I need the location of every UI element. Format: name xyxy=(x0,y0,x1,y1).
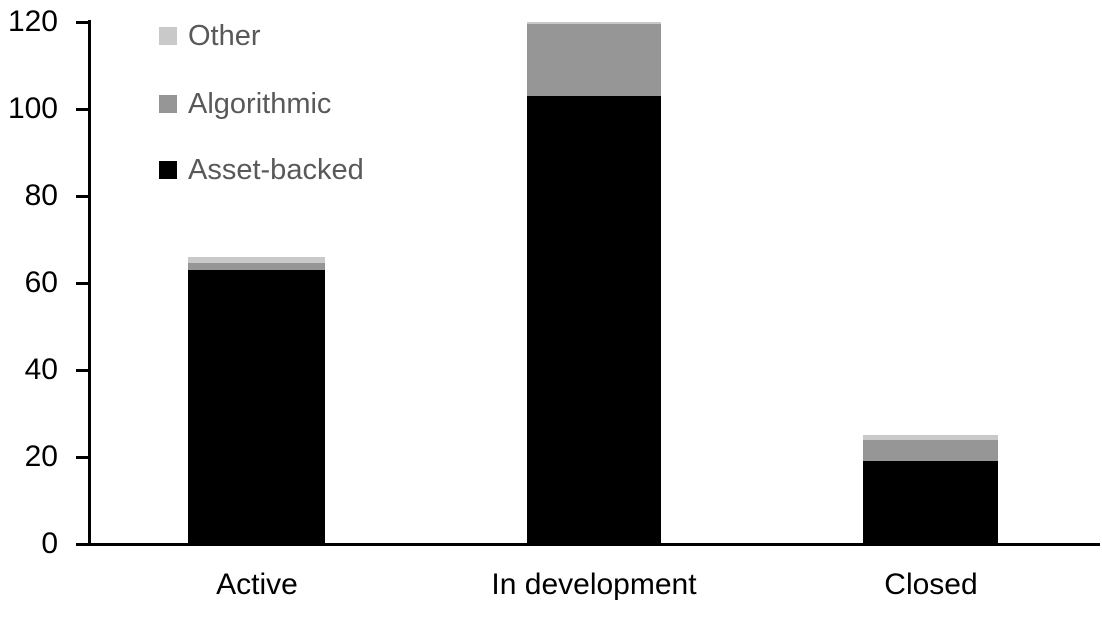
bar-segment-asset-backed-active xyxy=(188,269,325,544)
legend-item-algorithmic: Algorithmic xyxy=(159,89,331,118)
y-tick-mark-0 xyxy=(76,542,89,546)
bar-segment-other-closed xyxy=(863,435,998,440)
legend-swatch-asset-backed-icon xyxy=(159,161,177,179)
bar-segment-other-in-development xyxy=(527,22,661,25)
legend-label-algorithmic: Algorithmic xyxy=(188,87,332,120)
y-tick-label-40: 40 xyxy=(24,353,58,386)
x-axis-line xyxy=(76,543,1100,546)
bar-segment-asset-backed-in-development xyxy=(527,95,661,544)
legend-item-other: Other xyxy=(159,21,261,50)
legend-swatch-algorithmic-icon xyxy=(159,95,177,113)
bar-segment-algorithmic-in-development xyxy=(527,24,661,96)
legend-label-other: Other xyxy=(188,19,261,52)
x-axis-label-active: Active xyxy=(216,568,298,601)
y-tick-mark-20 xyxy=(76,455,89,459)
x-axis-label-closed: Closed xyxy=(884,568,978,601)
y-tick-label-80: 80 xyxy=(24,179,58,212)
y-tick-label-120: 120 xyxy=(7,5,58,38)
bar-segment-algorithmic-closed xyxy=(863,439,998,462)
y-tick-label-20: 20 xyxy=(24,440,58,473)
y-axis-line xyxy=(88,20,91,546)
legend-swatch-other-icon xyxy=(159,27,177,45)
y-tick-mark-80 xyxy=(76,194,89,198)
y-tick-mark-40 xyxy=(76,368,89,372)
y-tick-label-100: 100 xyxy=(7,92,58,125)
legend-item-asset-backed: Asset-backed xyxy=(159,155,364,184)
y-tick-label-60: 60 xyxy=(24,266,58,299)
y-tick-label-0: 0 xyxy=(41,527,58,560)
legend-label-asset-backed: Asset-backed xyxy=(188,153,364,186)
bar-segment-asset-backed-closed xyxy=(863,461,998,544)
bar-segment-other-active xyxy=(188,256,325,264)
y-tick-mark-60 xyxy=(76,281,89,285)
y-tick-mark-120 xyxy=(76,20,89,24)
bar-segment-algorithmic-active xyxy=(188,263,325,270)
y-tick-mark-100 xyxy=(76,107,89,111)
x-axis-label-in-development: In development xyxy=(491,568,697,601)
